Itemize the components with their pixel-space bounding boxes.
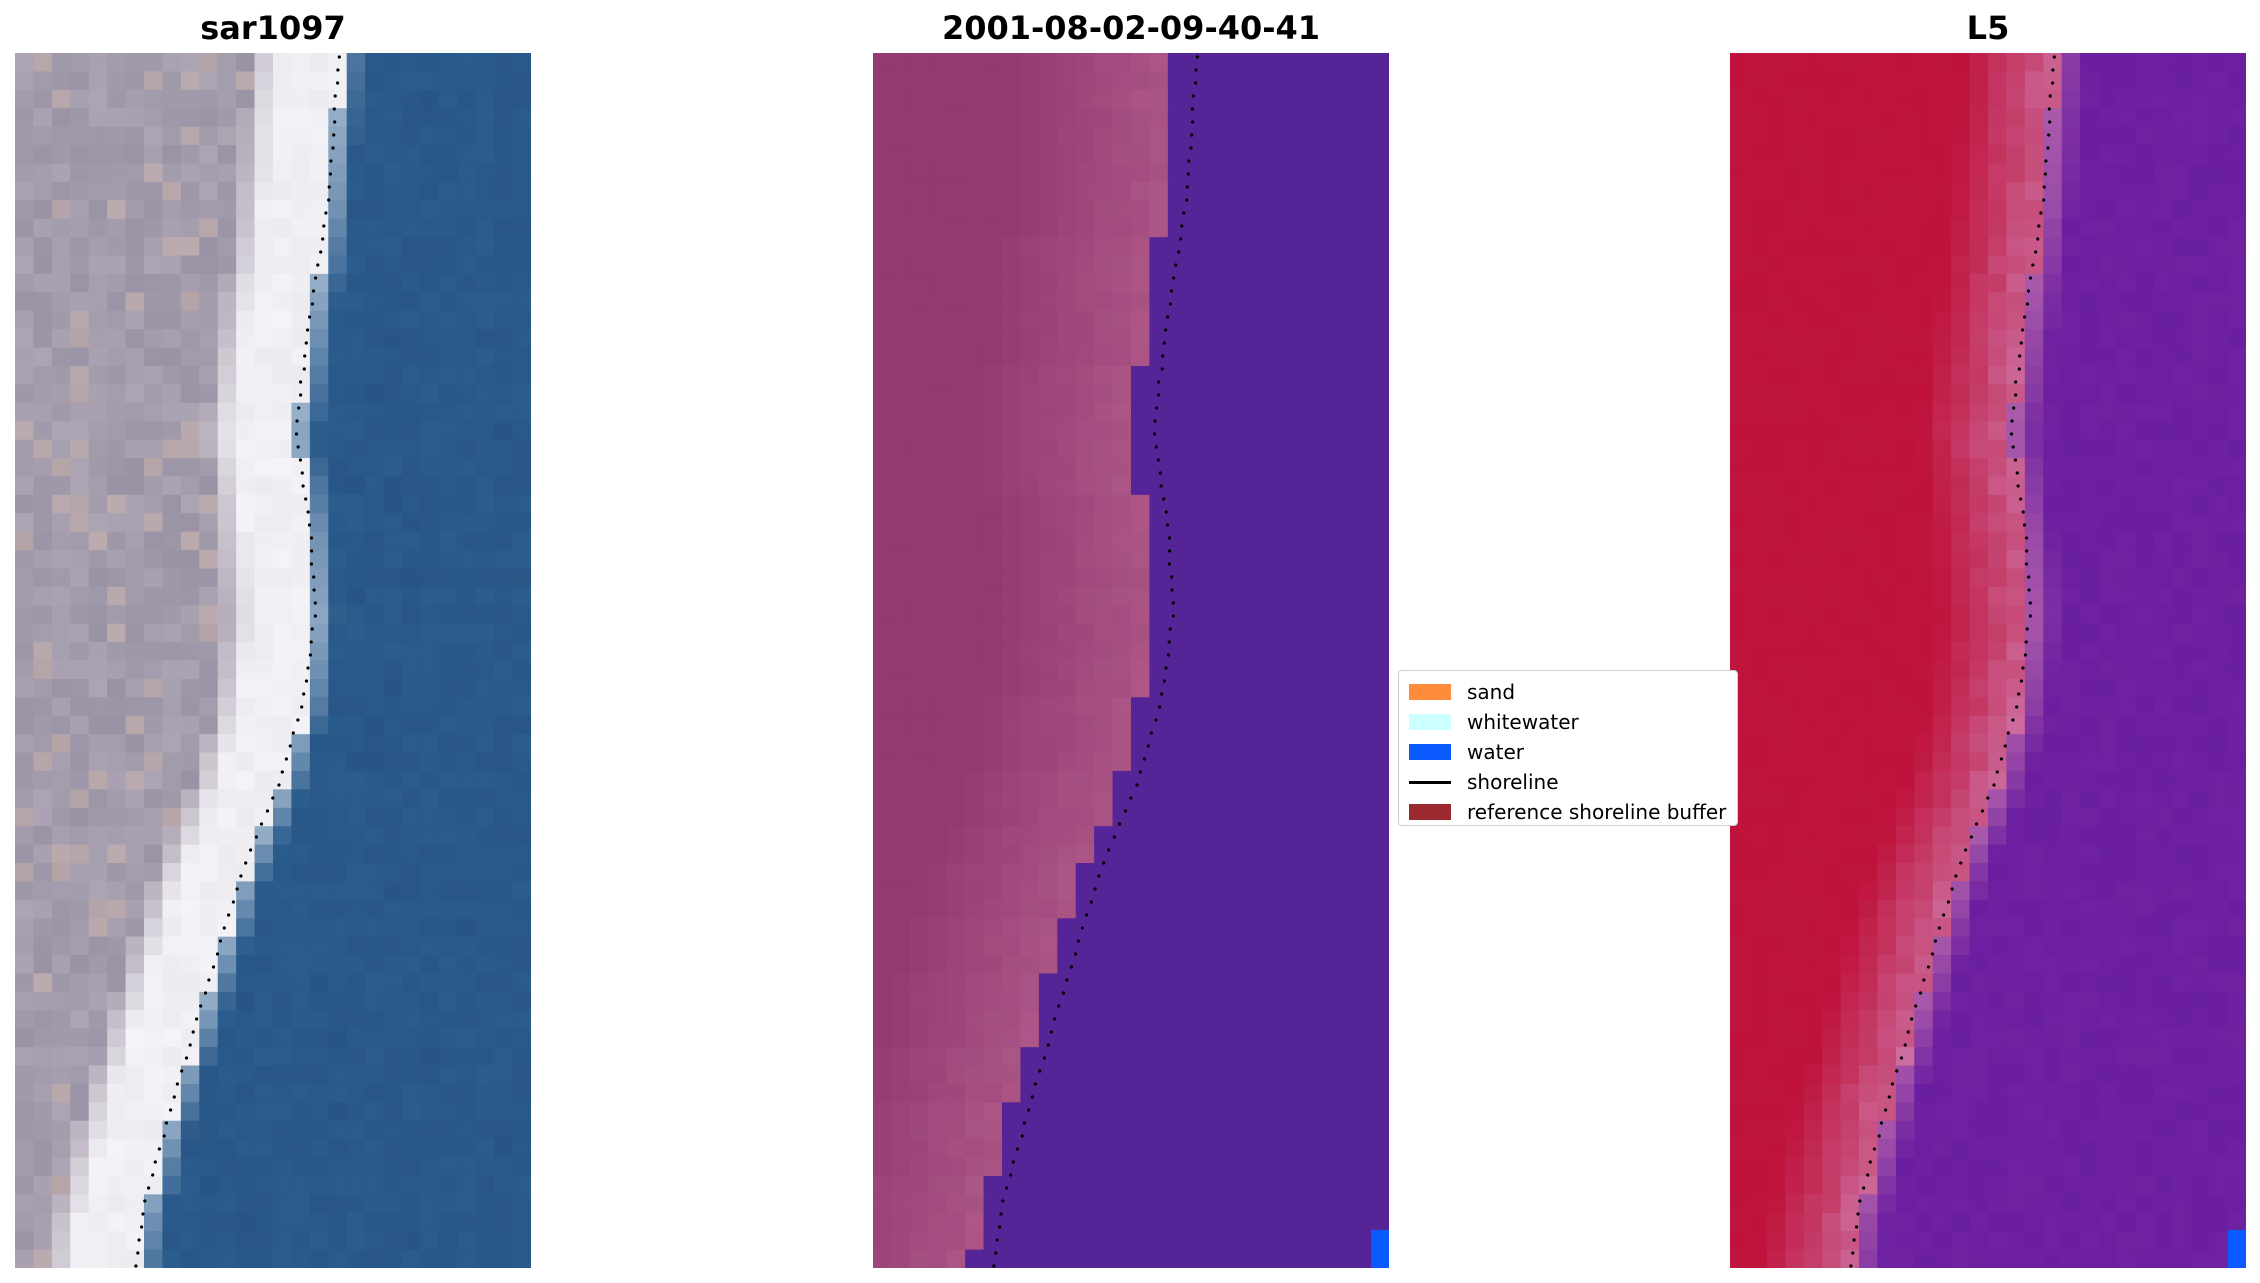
legend-label-sand: sand (1467, 680, 1516, 704)
rgb-image-panel (15, 53, 531, 1268)
panel-title-ndwi: L5 (1966, 9, 2010, 47)
sand-swatch (1409, 684, 1451, 700)
panel1-mosaic (873, 53, 1389, 1268)
legend-item-whitewater: whitewater (1409, 707, 1727, 737)
panel-title-classified: 2001-08-02-09-40-41 (941, 9, 1321, 47)
shoreline-points (1849, 55, 2056, 1268)
legend-item-sand: sand (1409, 677, 1727, 707)
legend-label-shoreline: shoreline (1467, 770, 1559, 794)
reference-buffer-swatch (1409, 804, 1451, 820)
legend-item-shoreline: shoreline (1409, 767, 1727, 797)
legend-label-reference-buffer: reference shoreline buffer (1467, 800, 1727, 824)
water-swatch (1409, 744, 1451, 760)
legend-item-water: water (1409, 737, 1727, 767)
shoreline-points (134, 55, 341, 1268)
legend-label-whitewater: whitewater (1467, 710, 1579, 734)
panel-title-rgb: sar1097 (200, 9, 346, 47)
panel0-mosaic (15, 53, 531, 1268)
panel2-mosaic (1730, 53, 2246, 1268)
legend: sand whitewater water shoreline referenc… (1398, 670, 1738, 826)
shoreline-points (992, 55, 1199, 1268)
ndwi-image-panel (1730, 53, 2246, 1268)
legend-item-reference-buffer: reference shoreline buffer (1409, 797, 1727, 825)
classified-image-panel (873, 53, 1389, 1268)
legend-label-water: water (1467, 740, 1524, 764)
shoreline-line-sample (1409, 780, 1451, 784)
whitewater-swatch (1409, 714, 1451, 730)
